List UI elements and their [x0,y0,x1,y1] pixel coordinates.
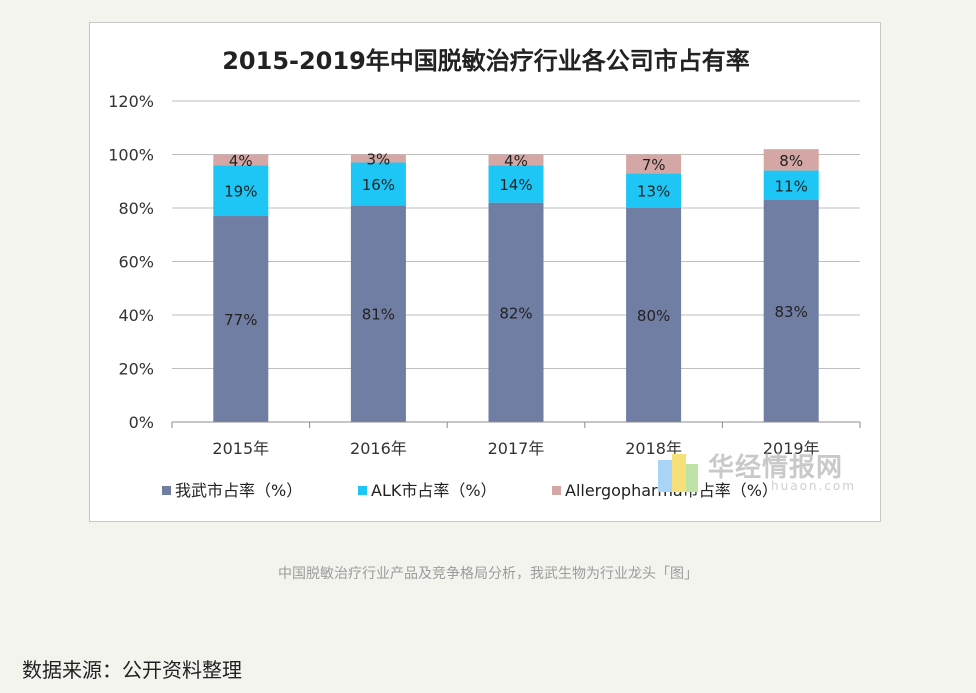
watermark: 华经情报网 huaon.com [656,447,856,497]
x-tick-label: 2018年 [625,439,682,458]
y-tick-label: 100% [108,146,154,165]
bar-segment [350,154,406,163]
bar-segment [626,208,682,422]
chart-title: 2015-2019年中国脱敏治疗行业各公司市占有率 [222,47,750,75]
stacked-bar-chart: 2015-2019年中国脱敏治疗行业各公司市占有率 77% 19% 4% 81% 16%… [108,47,861,500]
x-tick-label: 2017年 [488,439,545,458]
watermark-logo-icon [658,454,698,492]
y-tick-label: 80% [118,199,154,218]
bar-segment [488,154,544,166]
watermark-text: 华经情报网 [708,453,844,483]
data-label: 19% [224,183,257,201]
data-label: 7% [642,156,666,174]
bar-segment [350,162,406,206]
bar-segment [488,202,544,422]
data-label: 82% [499,304,532,322]
legend-swatch [162,486,171,495]
data-label: 8% [779,152,803,170]
data-label: 80% [637,307,670,325]
data-label: 4% [504,152,528,170]
bar-segment [763,149,819,171]
image-caption: 中国脱敏治疗行业产品及竞争格局分析，我武生物为行业龙头「图」 [278,566,698,582]
data-label: 83% [775,303,808,321]
y-tick-label: 0% [129,413,154,432]
x-tick-label: 2016年 [350,439,407,458]
bar-segment [763,199,819,422]
y-tick-label: 60% [118,253,154,272]
x-tick-label: 2015年 [212,439,269,458]
data-label: 16% [362,176,395,194]
x-tick-label: 2019年 [763,439,820,458]
bar-segment [763,170,819,200]
chart-frame: 2015-2019年中国脱敏治疗行业各公司市占有率 77% 19% 4% 81% 16%… [89,22,881,522]
bar-segment [626,154,682,174]
data-label: 4% [229,152,253,170]
data-label: 3% [367,151,391,169]
watermark-url: huaon.com [771,479,856,493]
bar-segment [626,173,682,208]
bar-segment [213,154,269,166]
data-label: 81% [362,306,395,324]
data-label: 11% [775,177,808,195]
legend-swatch [358,486,367,495]
data-label: 77% [224,311,257,329]
data-label: 14% [499,176,532,194]
legend-label: 我武市占率（%） [175,481,302,500]
y-tick-label: 120% [108,92,154,111]
bar-segment [488,165,544,203]
y-tick-label: 40% [118,306,154,325]
source-note: 数据来源：公开资料整理 [22,658,242,682]
legend-label: ALK市占率（%） [371,481,497,500]
bar-segment [350,205,406,422]
y-tick-label: 20% [118,360,154,379]
bar-segment [213,216,269,422]
bar-segment [213,165,269,217]
legend-swatch [552,486,561,495]
data-label: 13% [637,183,670,201]
